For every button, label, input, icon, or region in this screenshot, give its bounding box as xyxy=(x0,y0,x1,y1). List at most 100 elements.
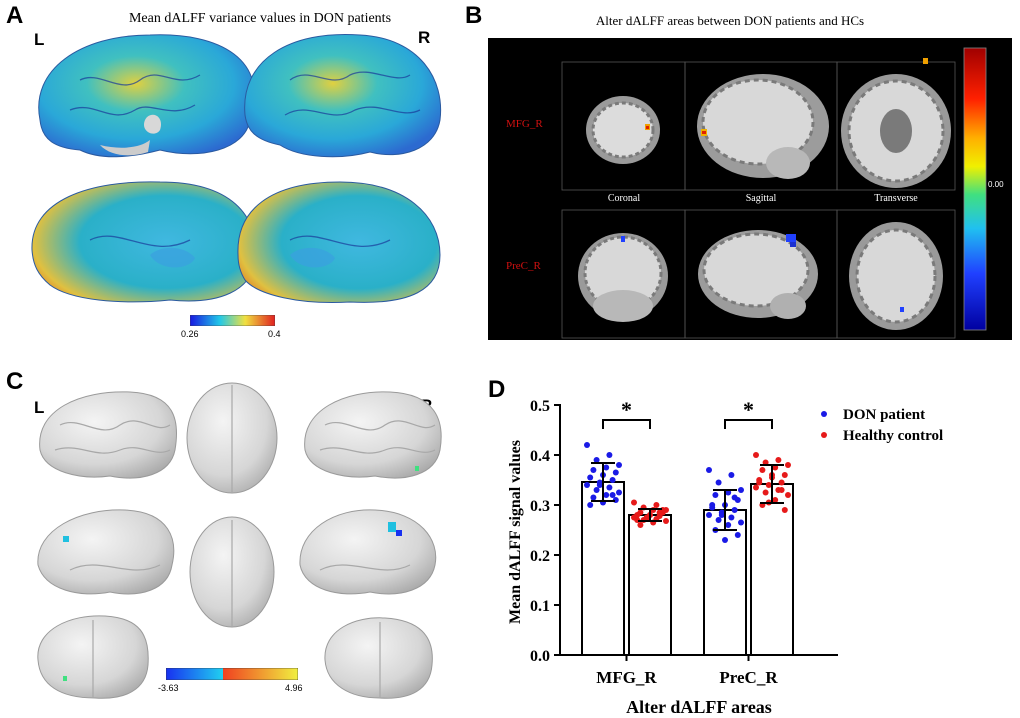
data-point xyxy=(584,482,590,488)
data-point xyxy=(609,477,616,483)
panel-b-view-coronal: Coronal xyxy=(607,193,641,204)
panel-a-colorbar-max: 0.4 xyxy=(268,329,281,339)
brain-a-left-medial xyxy=(31,181,257,303)
legend-label: DON patient xyxy=(843,407,925,423)
panel-c-colorbar-gradient xyxy=(165,667,299,681)
y-tick-label: 0.0 xyxy=(530,648,550,665)
data-point xyxy=(656,509,663,516)
x-tick-labels: MFG_R PreC_R xyxy=(596,655,778,687)
panel-d-chart: 0.00.10.20.30.40.5 * * MFG_R PreC_R Mean d… xyxy=(507,397,943,717)
data-point xyxy=(631,499,637,506)
data-point xyxy=(728,514,735,521)
x-tick-label: PreC_R xyxy=(719,668,778,687)
panel-c-colorbar xyxy=(165,667,299,681)
data-point xyxy=(706,512,712,518)
x-tick-label: MFG_R xyxy=(596,668,657,687)
data-point xyxy=(709,502,716,508)
panel-d-letter: D xyxy=(488,376,506,403)
data-point xyxy=(781,472,788,478)
data-point xyxy=(715,479,722,486)
data-point xyxy=(587,474,594,481)
data-point xyxy=(753,452,759,458)
y-tick-label: 0.4 xyxy=(530,448,550,465)
data-point xyxy=(616,462,622,468)
panel-c-colorbar-min: -3.63 xyxy=(158,683,179,693)
y-tick-label: 0.1 xyxy=(530,598,550,615)
bar-0-1 xyxy=(703,509,747,656)
bar-1-0 xyxy=(628,514,672,656)
y-tick-label: 0.2 xyxy=(530,548,550,565)
data-point xyxy=(781,507,788,513)
data-point xyxy=(593,487,600,493)
panel-b-view-sagittal: Sagittal xyxy=(745,193,777,204)
data-point xyxy=(762,489,769,496)
significance-brackets: * * xyxy=(602,397,773,429)
panel-c-left-label: L xyxy=(34,398,45,417)
x-axis-label: Alter dALFF areas xyxy=(626,697,772,717)
legend-marker xyxy=(821,432,827,438)
data-point xyxy=(728,472,735,478)
panel-b-colorbar xyxy=(963,47,987,331)
panel-a-left-label: L xyxy=(34,30,45,49)
legend-marker xyxy=(821,411,827,417)
panel-a-colorbar-min: 0.26 xyxy=(181,329,199,339)
legend-label: Healthy control xyxy=(843,428,943,444)
data-point xyxy=(725,522,732,528)
data-point xyxy=(606,484,613,491)
data-point xyxy=(612,469,619,476)
data-point xyxy=(731,494,738,501)
data-point xyxy=(616,489,622,496)
data-point xyxy=(718,512,725,518)
error-bars xyxy=(591,462,784,531)
data-point xyxy=(772,497,779,503)
data-point xyxy=(603,464,610,471)
brain-a-right-lateral xyxy=(244,33,442,158)
data-point xyxy=(775,457,782,463)
data-point xyxy=(778,479,785,486)
y-tick-label: 0.5 xyxy=(530,398,550,415)
data-point xyxy=(637,522,644,528)
panel-b-letter: B xyxy=(465,2,483,29)
data-point xyxy=(603,492,610,498)
data-point xyxy=(706,467,712,473)
panel-b-mri-grid: MFG_R PreC_R Coronal Sagittal Transverse… xyxy=(488,38,1012,340)
data-point xyxy=(596,482,603,488)
panel-a-right-label: R xyxy=(418,28,431,47)
data-point xyxy=(778,487,785,493)
data-point xyxy=(756,479,763,486)
panel-a-colorbar xyxy=(189,313,276,327)
data-point xyxy=(653,502,660,508)
panel-a-brain-renderings xyxy=(31,33,442,304)
panel-b-mri-slices xyxy=(561,47,987,339)
data-point xyxy=(643,514,650,521)
data-point xyxy=(759,467,766,473)
data-point xyxy=(584,442,590,448)
data-point xyxy=(734,532,741,538)
data-point xyxy=(738,519,744,526)
significance-star: * xyxy=(743,397,754,422)
data-point xyxy=(785,462,791,468)
data-point xyxy=(606,452,613,458)
data-point xyxy=(715,517,722,523)
data-point xyxy=(722,537,728,543)
significance-star: * xyxy=(621,397,632,422)
data-point xyxy=(593,457,600,463)
panel-c-letter: C xyxy=(6,368,24,395)
panel-b-view-transverse: Transverse xyxy=(874,193,918,204)
panel-a-title: Mean dALFF variance values in DON patien… xyxy=(128,11,392,26)
data-point xyxy=(753,484,759,491)
panel-b-row-label-mfg: MFG_R xyxy=(506,118,543,130)
y-axis-label: Mean dALFF signal values xyxy=(507,440,524,624)
y-ticks: 0.0 0.1 0.2 0.3 0.4 0.5 xyxy=(530,398,560,665)
data-point xyxy=(712,492,719,498)
panel-b-title: Alter dALFF areas between DON patients a… xyxy=(595,13,865,28)
data-point xyxy=(731,507,738,513)
panel-a-letter: A xyxy=(6,2,24,29)
panel-b-colorbar-mid: 0.00 xyxy=(988,180,1004,189)
data-point xyxy=(590,467,597,473)
data-point xyxy=(765,482,772,488)
data-point xyxy=(587,502,594,508)
y-tick-label: 0.3 xyxy=(530,498,550,515)
panel-c-brain-renderings xyxy=(37,382,442,699)
data-point xyxy=(738,487,744,493)
